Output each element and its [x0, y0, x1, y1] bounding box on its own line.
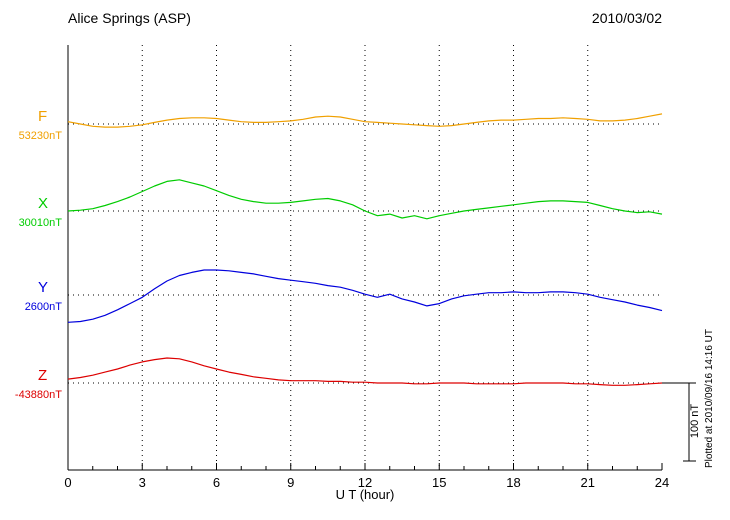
- series-label-y: Y: [38, 279, 49, 296]
- x-tick-label-9: 9: [287, 475, 294, 490]
- x-tick-label-0: 0: [64, 475, 71, 490]
- series-label-x: X: [38, 195, 49, 212]
- series-baseline-x: 30010nT: [18, 217, 62, 229]
- trace-Y: [67, 269, 663, 323]
- x-tick-label-21: 21: [581, 475, 595, 490]
- page-title: Alice Springs (ASP): [68, 10, 191, 26]
- trace-F: [67, 113, 663, 128]
- x-tick-label-3: 3: [139, 475, 146, 490]
- x-tick-label-18: 18: [506, 475, 520, 490]
- trace-X: [67, 179, 663, 220]
- x-tick-label-12: 12: [358, 475, 372, 490]
- series-baseline-f: 53230nT: [18, 130, 62, 142]
- trace-Z: [67, 357, 663, 386]
- series-baseline-y: 2600nT: [24, 301, 62, 313]
- x-tick-label-24: 24: [655, 475, 669, 490]
- x-tick-label-15: 15: [432, 475, 446, 490]
- series-label-f: F: [38, 108, 48, 125]
- x-tick-label-6: 6: [213, 475, 220, 490]
- x-axis-title: U T (hour): [335, 487, 395, 502]
- plot-date: 2010/03/02: [591, 10, 662, 26]
- series-baseline-z: -43880nT: [14, 389, 62, 401]
- series-label-z: Z: [38, 367, 48, 384]
